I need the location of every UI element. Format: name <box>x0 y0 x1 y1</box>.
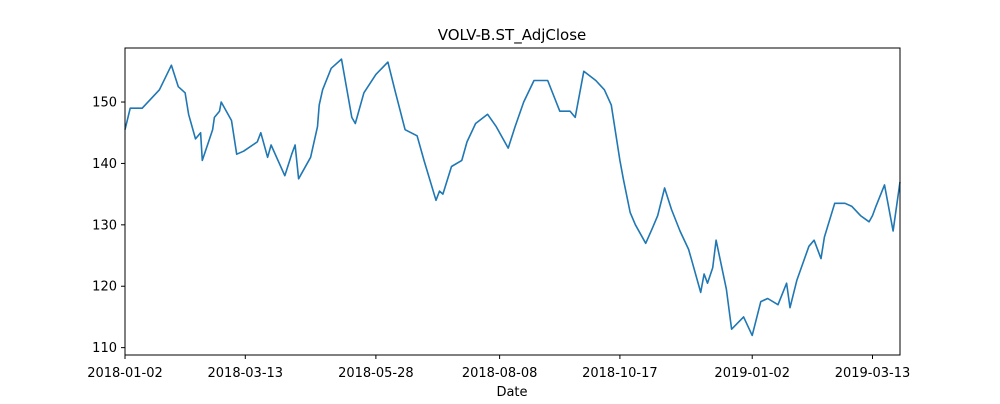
y-axis-ticks: 110 120 130 140 150 <box>92 96 125 356</box>
y-tick-label: 130 <box>92 218 117 233</box>
y-tick-label: 150 <box>92 96 117 111</box>
x-tick-label: 2018-08-08 <box>462 366 538 381</box>
x-axis-ticks: 2018-01-02 2018-03-13 2018-05-28 2018-08-08… <box>87 355 910 381</box>
x-tick-label: 2018-03-13 <box>208 366 284 381</box>
y-tick-label: 120 <box>92 280 117 295</box>
y-tick-label: 140 <box>92 157 117 172</box>
series-line <box>124 58 901 337</box>
y-tick-label: 110 <box>92 341 117 356</box>
chart-title: VOLV-B.ST_AdjClose <box>438 26 587 45</box>
x-axis-label: Date <box>496 385 527 400</box>
x-tick-label: 2019-03-13 <box>835 366 911 381</box>
x-tick-label: 2018-01-02 <box>87 366 163 381</box>
x-tick-label: 2018-10-17 <box>582 366 658 381</box>
plot-frame <box>124 47 901 356</box>
x-tick-label: 2018-05-28 <box>338 366 414 381</box>
x-tick-label: 2019-01-02 <box>714 366 790 381</box>
